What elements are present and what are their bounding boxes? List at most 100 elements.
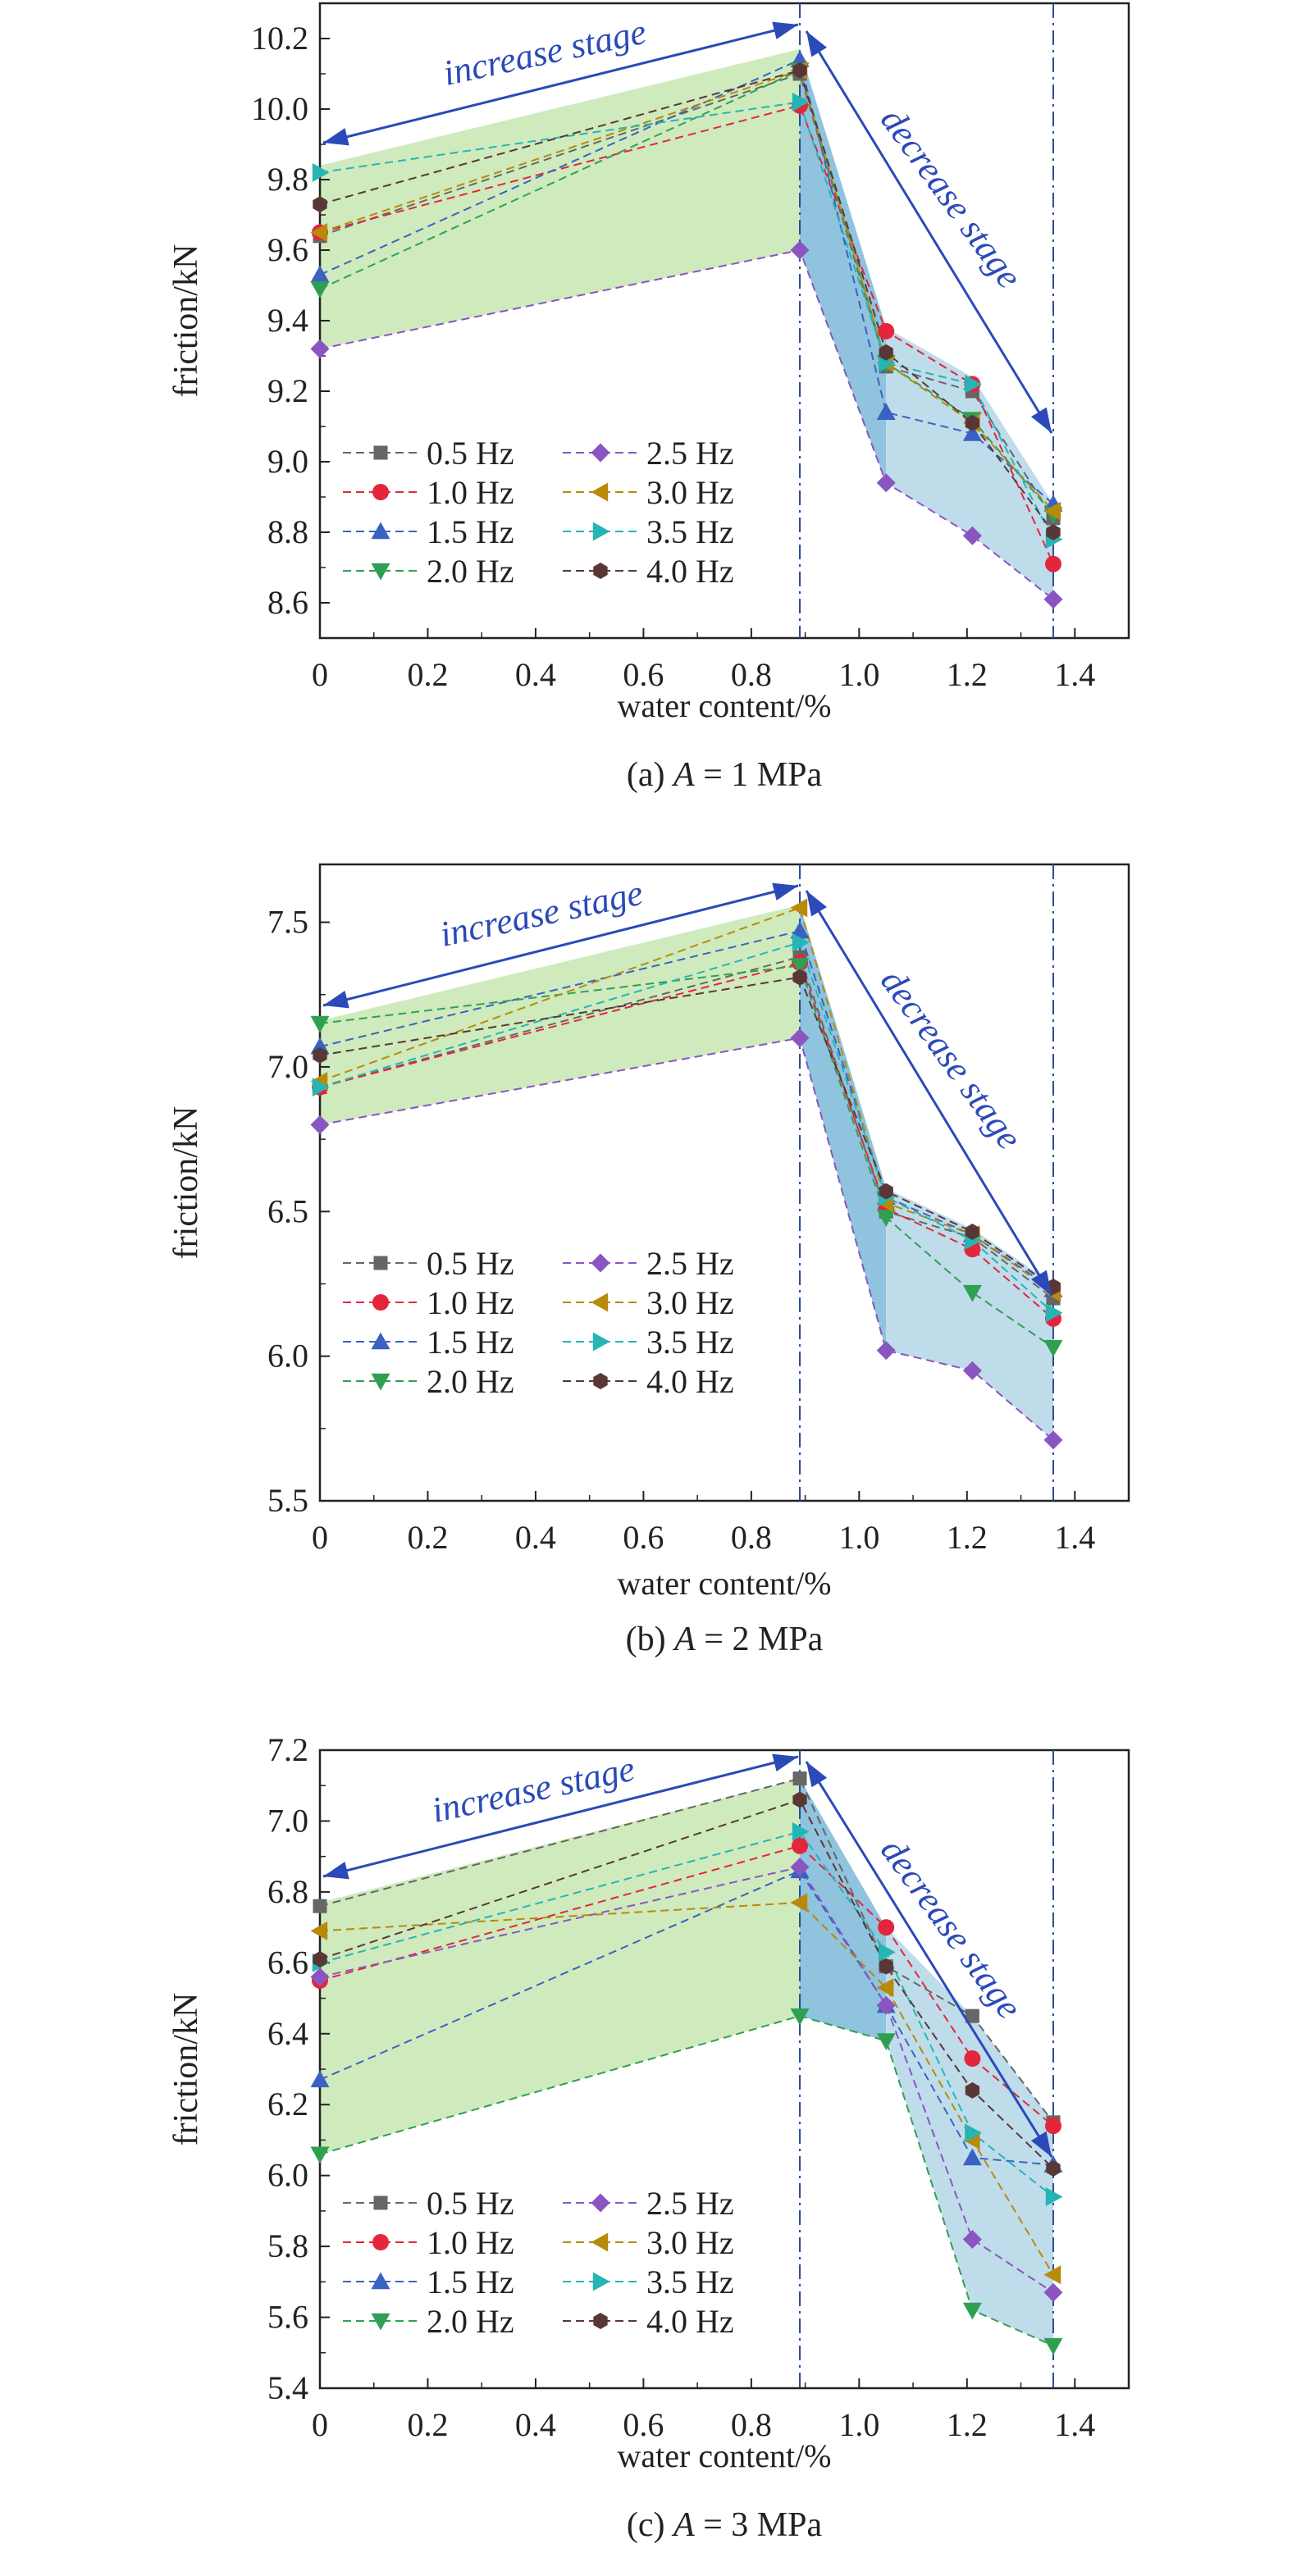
data-point-10Hz (878, 1919, 895, 1936)
x-tick-label: 0.2 (407, 656, 448, 693)
increase-stage-arrow-head (323, 1861, 349, 1880)
y-tick-label: 6.5 (267, 1192, 308, 1229)
series-line-25Hz (319, 1037, 1054, 1441)
decrease-stage-band (972, 376, 1053, 600)
legend-marker (373, 1256, 388, 1270)
legend-label: 0.5 Hz (427, 1245, 514, 1282)
increase-stage-band (320, 48, 801, 349)
legend-label: 3.5 Hz (646, 1324, 734, 1361)
x-tick-label: 1.0 (838, 656, 879, 693)
x-tick-label: 1.2 (947, 656, 988, 693)
data-point-20Hz (962, 2302, 982, 2320)
data-point-35Hz (965, 374, 982, 394)
y-tick-label: 6.2 (267, 2086, 308, 2122)
x-tick-label: 0.8 (731, 656, 772, 693)
decrease-stage-arrow-head (1031, 1270, 1052, 1296)
decrease-stage-arrow-head (806, 1762, 828, 1788)
x-tick-label: 1.2 (947, 1519, 988, 1556)
data-point-05Hz (792, 1771, 807, 1786)
legend-label: 4.0 Hz (646, 2303, 734, 2340)
x-axis-label: water content/% (618, 2437, 832, 2474)
data-point-35Hz (1045, 2187, 1063, 2207)
decrease-stage-band (886, 1188, 973, 1371)
x-tick-label: 1.2 (947, 2406, 988, 2443)
x-tick-label: 0 (312, 656, 328, 693)
legend-marker (593, 2313, 608, 2329)
x-axis-label: water content/% (618, 1565, 832, 1602)
data-point-30Hz (790, 898, 808, 918)
increase-stage-label: increase stage (436, 873, 646, 955)
data-point-15Hz (310, 265, 330, 283)
y-tick-label: 5.6 (267, 2299, 308, 2336)
y-tick-label: 6.4 (267, 2015, 308, 2052)
increase-stage-arrow-head (772, 1753, 798, 1772)
y-tick-label: 8.6 (267, 584, 308, 621)
data-point-20Hz (310, 1015, 330, 1033)
data-point-40Hz (965, 414, 980, 431)
increase-stage-arrow (322, 1755, 799, 1878)
data-point-25Hz (790, 1028, 810, 1048)
x-tick-label: 0 (312, 1519, 328, 1556)
legend-marker (592, 2272, 610, 2291)
legend-marker (371, 2313, 390, 2331)
data-point-40Hz (879, 1183, 893, 1200)
legend-label: 2.5 Hz (646, 1245, 734, 1282)
data-point-25Hz (876, 1995, 896, 2015)
data-point-25Hz (876, 1341, 896, 1361)
legend-label: 2.0 Hz (427, 553, 514, 590)
y-tick-label: 10.0 (251, 90, 308, 127)
legend-marker (593, 1373, 608, 1389)
legend-label: 1.0 Hz (427, 474, 514, 511)
data-point-40Hz (1046, 524, 1061, 540)
series-line-10Hz (319, 961, 1054, 1320)
legend-label: 3.0 Hz (646, 1284, 734, 1321)
data-point-20Hz (962, 1284, 982, 1302)
data-point-25Hz (962, 2229, 982, 2249)
data-point-25Hz (1043, 2282, 1063, 2302)
decrease-stage-band (886, 327, 973, 536)
chart-panel-b: 0 0.2 0.4 0.6 0.8 1.0 1.2 1.4 5.5 6.0 6.5 7.0 7.5 inc… (167, 863, 1130, 1658)
data-point-25Hz (1043, 1430, 1063, 1450)
data-point-25Hz (1043, 590, 1063, 609)
legend-label: 1.5 Hz (427, 2264, 514, 2300)
y-tick-label: 7.5 (267, 904, 308, 941)
data-point-25Hz (790, 240, 810, 260)
data-point-20Hz (790, 958, 810, 975)
increase-stage-label: increase stage (428, 1748, 638, 1831)
legend-marker (591, 2232, 609, 2252)
series-line-20Hz (319, 2015, 1054, 2347)
legend-marker (592, 1332, 610, 1352)
legend-label: 1.0 Hz (427, 2224, 514, 2261)
chart-panel-a: 0 0.2 0.4 0.6 0.8 1.0 1.2 1.4 8.6 8.8 9.0 9.2 9.4 9.6… (167, 2, 1130, 794)
decrease-stage-band (800, 905, 887, 1351)
series-line-05Hz (319, 72, 1054, 519)
series-line-35Hz (319, 101, 1054, 540)
data-point-40Hz (965, 1223, 980, 1240)
y-tick-label: 8.8 (267, 513, 308, 550)
y-tick-label: 9.4 (267, 302, 308, 339)
x-tick-label: 0.2 (407, 1519, 448, 1556)
data-point-20Hz (876, 2033, 896, 2050)
data-point-40Hz (965, 2081, 980, 2099)
data-point-15Hz (790, 921, 810, 939)
data-point-35Hz (965, 2123, 982, 2143)
legend-label: 3.5 Hz (646, 2264, 734, 2300)
y-tick-label: 9.8 (267, 161, 308, 198)
series-line-30Hz (319, 1901, 1054, 2276)
x-axis-label: water content/% (618, 687, 832, 724)
x-tick-label: 0.4 (515, 1519, 556, 1556)
increase-stage-arrow-head (323, 128, 349, 146)
decrease-stage-label: decrease stage (873, 961, 1030, 1156)
legend-marker (591, 2193, 610, 2213)
data-point-15Hz (876, 403, 896, 420)
legend-label: 0.5 Hz (427, 435, 514, 472)
data-point-30Hz (310, 223, 328, 242)
x-tick-label: 1.0 (838, 1519, 879, 1556)
data-point-05Hz (965, 2008, 979, 2023)
decrease-stage-arrow (805, 30, 1053, 434)
legend-marker (591, 1253, 610, 1273)
legend-label: 2.0 Hz (427, 2303, 514, 2340)
data-point-20Hz (310, 2146, 330, 2164)
series-line-15Hz (319, 58, 1054, 505)
